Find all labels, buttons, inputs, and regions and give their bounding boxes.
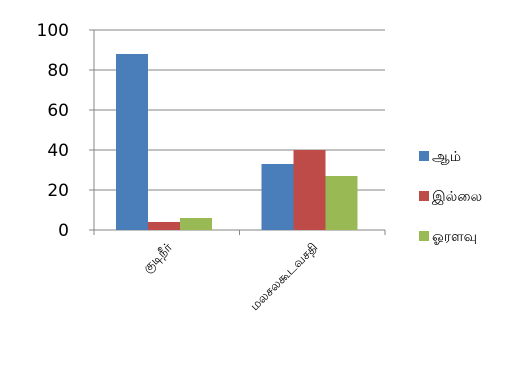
x-tick-label: குடிநீர் <box>139 239 176 276</box>
legend-swatch <box>419 231 429 241</box>
bar <box>180 218 212 230</box>
legend-label: இல்லை <box>432 189 482 205</box>
bar <box>116 54 148 230</box>
bar <box>293 150 326 230</box>
bar <box>261 164 294 230</box>
legend-swatch <box>419 191 429 201</box>
y-tick-label: 80 <box>47 61 69 81</box>
legend-label: ஆம் <box>432 149 461 165</box>
y-tick-label: 0 <box>58 221 69 241</box>
y-tick-label: 20 <box>47 181 69 201</box>
y-tick-label: 60 <box>47 101 69 121</box>
y-tick-label: 40 <box>47 141 69 161</box>
legend-swatch <box>419 151 429 161</box>
bar <box>325 176 358 230</box>
x-tick-label: மலசலகூடவசதி <box>247 240 321 314</box>
legend-label: ஓரளவு <box>432 229 477 245</box>
bar <box>148 222 180 230</box>
y-tick-label: 100 <box>37 21 69 41</box>
